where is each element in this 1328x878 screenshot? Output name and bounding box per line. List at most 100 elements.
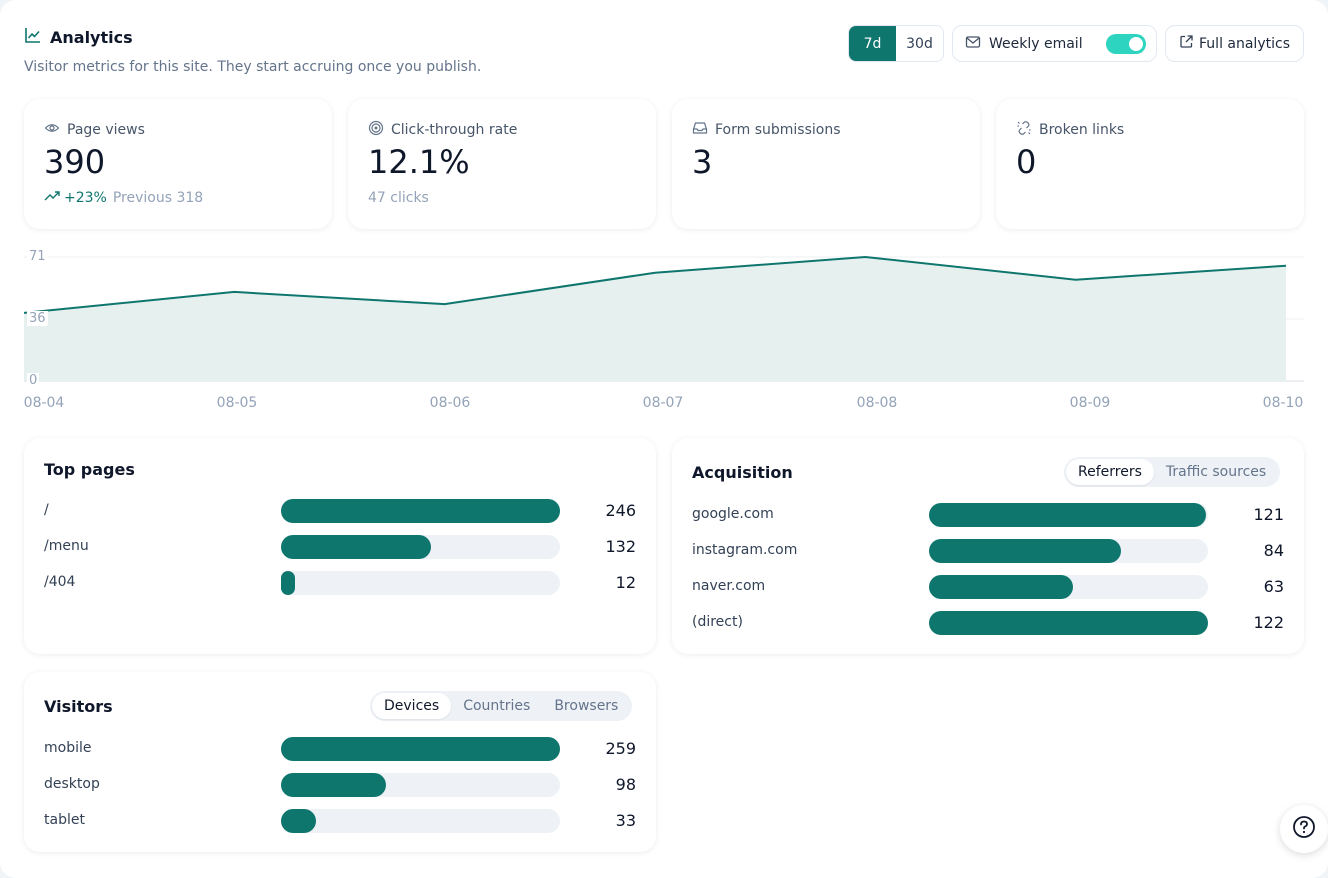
visitors-tabs: Devices Countries Browsers (370, 691, 633, 721)
x-tick-label: 08-09 (1069, 395, 1111, 411)
tab-devices[interactable]: Devices (372, 693, 452, 719)
trending-up-icon (44, 190, 60, 206)
stat-card-page-views: Page views 390 +23% Previous 318 (24, 99, 332, 229)
visitors-panel: Visitors Devices Countries Browsers mobi… (24, 672, 656, 852)
bar-track (281, 535, 560, 559)
item-name: desktop (44, 776, 100, 792)
item-name: instagram.com (692, 542, 798, 558)
stat-change: +23% (44, 190, 107, 206)
item-name: mobile (44, 740, 92, 756)
tab-referrers[interactable]: Referrers (1066, 459, 1154, 485)
x-tick-label: 08-04 (23, 395, 65, 411)
panel-title: Top pages (44, 460, 135, 479)
x-tick-label: 08-06 (429, 395, 471, 411)
stat-label-row: Broken links (1016, 120, 1124, 140)
stat-value: 390 (44, 143, 106, 181)
list-item: (direct) 122 (692, 611, 1284, 635)
weekly-email-label: Weekly email (989, 35, 1083, 52)
stat-value: 0 (1016, 143, 1037, 181)
stat-change-value: +23% (64, 190, 107, 206)
bar-fill (929, 503, 1206, 527)
page-header: Analytics (24, 26, 133, 48)
y-tick-label: 36 (27, 311, 48, 326)
stat-footer: 47 clicks (368, 190, 429, 206)
item-name: /404 (44, 574, 76, 590)
stat-label: Click-through rate (391, 122, 518, 138)
stat-note: Previous 318 (112, 190, 204, 206)
item-name: tablet (44, 812, 85, 828)
range-7d-button[interactable]: 7d (849, 26, 896, 61)
item-name: naver.com (692, 578, 766, 594)
bar-track (281, 773, 560, 797)
tab-traffic-sources[interactable]: Traffic sources (1165, 464, 1267, 480)
bar-fill (281, 809, 317, 833)
list-item: naver.com 63 (692, 575, 1284, 599)
eye-icon (44, 120, 60, 140)
bar-fill (281, 499, 560, 523)
bar-fill (281, 535, 431, 559)
weekly-email-control[interactable]: Weekly email (952, 25, 1157, 62)
list-item: /404 12 (44, 571, 636, 595)
acquisition-tabs: Referrers Traffic sources (1064, 457, 1281, 487)
stat-value: 12.1% (368, 143, 470, 181)
date-range-toggle: 7d 30d (848, 25, 944, 62)
chart-svg (23, 256, 1304, 382)
item-value: 132 (605, 537, 636, 556)
mail-icon (965, 34, 981, 54)
item-name: google.com (692, 506, 774, 522)
item-value: 246 (605, 501, 636, 520)
stat-value: 3 (692, 143, 713, 181)
bar-fill (281, 571, 295, 595)
stat-footer: +23% Previous 318 (44, 190, 203, 206)
stat-card-broken-links: Broken links 0 (996, 99, 1304, 229)
list-item: / 246 (44, 499, 636, 523)
bar-track (281, 571, 560, 595)
bar-fill (929, 611, 1208, 635)
bar-track (929, 575, 1208, 599)
x-tick-label: 08-10 (1262, 395, 1304, 411)
inbox-icon (692, 120, 708, 140)
full-analytics-label: Full analytics (1199, 35, 1290, 52)
top-pages-panel: Top pages / 246/menu 132/404 12 (24, 438, 656, 654)
list-item: mobile 259 (44, 737, 636, 761)
list-item: /menu 132 (44, 535, 636, 559)
tab-browsers[interactable]: Browsers (554, 698, 619, 714)
item-name: /menu (44, 538, 89, 554)
x-tick-label: 08-08 (856, 395, 898, 411)
stat-note: 47 clicks (368, 190, 429, 206)
stat-label-row: Click-through rate (368, 120, 517, 140)
range-30d-button[interactable]: 30d (906, 35, 933, 52)
stat-label: Form submissions (715, 122, 841, 138)
stat-label: Broken links (1039, 122, 1125, 138)
item-value: 63 (1263, 577, 1284, 596)
bar-track (929, 503, 1208, 527)
item-value: 259 (605, 739, 636, 758)
stat-label-row: Page views (44, 120, 145, 140)
area-fill (24, 257, 1286, 381)
bar-fill (929, 575, 1073, 599)
bar-fill (281, 737, 560, 761)
help-button[interactable] (1280, 805, 1328, 853)
list-item: google.com 121 (692, 503, 1284, 527)
weekly-email-toggle[interactable] (1106, 34, 1146, 54)
item-value: 98 (615, 775, 636, 794)
list-item: tablet 33 (44, 809, 636, 833)
bar-fill (281, 773, 387, 797)
item-name: / (44, 502, 49, 518)
full-analytics-button[interactable]: Full analytics (1165, 25, 1304, 62)
y-tick-label: 0 (27, 373, 40, 388)
item-name: (direct) (692, 614, 743, 630)
item-value: 121 (1253, 505, 1284, 524)
x-tick-label: 08-05 (216, 395, 258, 411)
external-link-icon (1179, 34, 1194, 53)
bar-track (281, 737, 560, 761)
page-subtitle: Visitor metrics for this site. They star… (24, 59, 482, 75)
bar-track (929, 539, 1208, 563)
x-tick-label: 08-07 (642, 395, 684, 411)
tab-countries[interactable]: Countries (463, 698, 531, 714)
item-value: 12 (615, 573, 636, 592)
stat-label-row: Form submissions (692, 120, 841, 140)
stat-card-click-through-rate: Click-through rate 12.1% 47 clicks (348, 99, 656, 229)
panel-title: Acquisition (692, 463, 793, 482)
